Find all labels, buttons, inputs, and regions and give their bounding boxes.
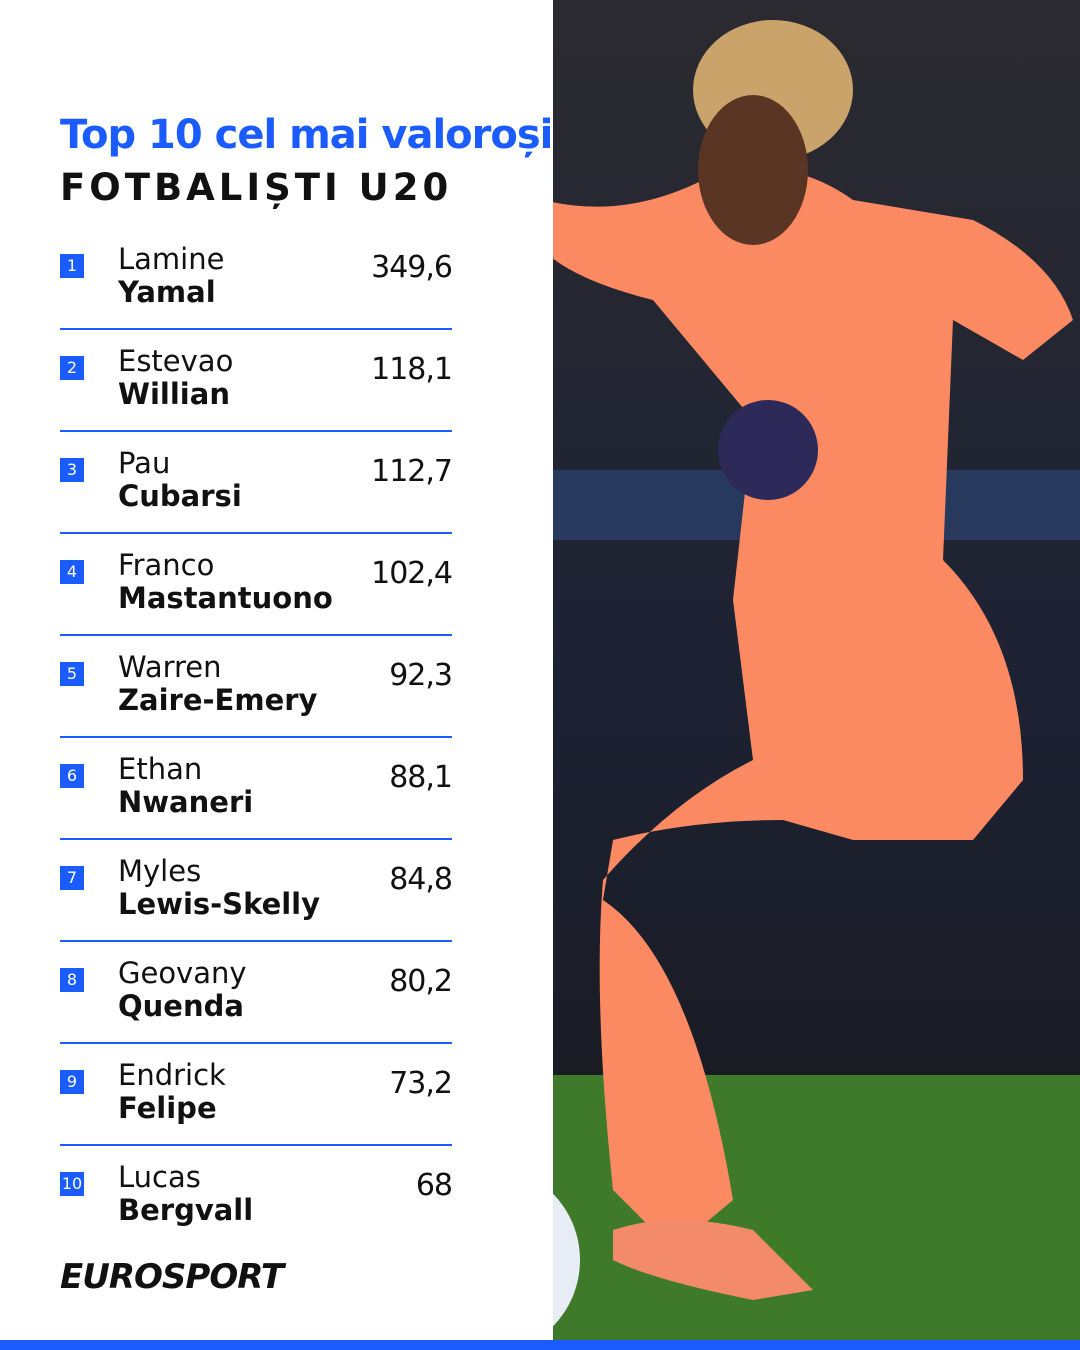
player-photo [553,0,1080,1350]
market-value: 73,2 [389,1066,453,1101]
market-value: 80,2 [389,964,453,999]
first-name: Ethan [118,752,203,786]
last-name: Nwaneri [118,785,254,819]
rank-badge: 3 [60,458,84,482]
rank-badge: 5 [60,662,84,686]
last-name: Yamal [118,275,216,309]
first-name: Lucas [118,1160,201,1194]
list-row: 2 Estevao Willian 118,1 [60,344,453,446]
last-name: Zaire-Emery [118,683,318,717]
first-name: Geovany [118,956,247,990]
list-row: 5 Warren Zaire-Emery 92,3 [60,650,453,752]
rank-badge: 6 [60,764,84,788]
subtitle: FOTBALIȘTI U20 [60,166,453,209]
market-value: 68 [415,1168,453,1203]
list-row: 10 Lucas Bergvall 68 [60,1160,453,1262]
first-name: Endrick [118,1058,226,1092]
market-value: 349,6 [371,250,453,285]
separator [60,838,452,840]
last-name: Quenda [118,989,244,1023]
last-name: Mastantuono [118,581,333,615]
first-name: Lamine [118,242,225,276]
title: Top 10 cel mai valoroși [60,112,553,158]
last-name: Lewis-Skelly [118,887,321,921]
list-row: 1 Lamine Yamal 349,6 [60,242,453,344]
last-name: Bergvall [118,1193,254,1227]
list-row: 4 Franco Mastantuono 102,4 [60,548,453,650]
rank-badge: 8 [60,968,84,992]
list-row: 6 Ethan Nwaneri 88,1 [60,752,453,854]
rank-badge: 4 [60,560,84,584]
last-name: Cubarsi [118,479,242,513]
separator [60,1144,452,1146]
rank-badge: 10 [60,1172,84,1196]
separator [60,940,452,942]
list-row: 9 Endrick Felipe 73,2 [60,1058,453,1160]
market-value: 92,3 [389,658,453,693]
rank-badge: 9 [60,1070,84,1094]
separator [60,430,452,432]
rank-badge: 1 [60,254,84,278]
separator [60,532,452,534]
rank-badge: 7 [60,866,84,890]
first-name: Myles [118,854,202,888]
separator [60,634,452,636]
last-name: Felipe [118,1091,217,1125]
separator [60,1042,452,1044]
last-name: Willian [118,377,230,411]
market-value: 84,8 [389,862,453,897]
separator [60,736,452,738]
first-name: Warren [118,650,222,684]
first-name: Franco [118,548,215,582]
logo: EUROSPORT [60,1257,284,1297]
first-name: Estevao [118,344,234,378]
market-value: 88,1 [389,760,453,795]
list-panel: Top 10 cel mai valoroși FOTBALIȘTI U20 1… [60,112,554,1297]
bottom-bar [0,1340,1080,1350]
market-value: 102,4 [371,556,453,591]
list-row: 7 Myles Lewis-Skelly 84,8 [60,854,453,956]
first-name: Pau [118,446,171,480]
list-row: 3 Pau Cubarsi 112,7 [60,446,453,548]
list-row: 8 Geovany Quenda 80,2 [60,956,453,1058]
rank-badge: 2 [60,356,84,380]
market-value: 112,7 [371,454,453,489]
market-value: 118,1 [371,352,453,387]
separator [60,328,452,330]
